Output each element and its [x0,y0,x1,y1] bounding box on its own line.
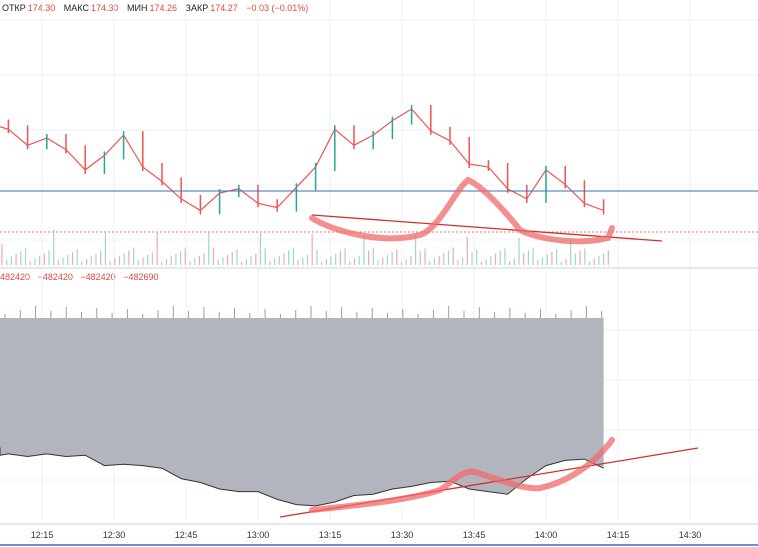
time-tick-label-5: 13:30 [391,530,414,540]
high-value: 174.30 [90,3,119,13]
time-tick-label-7: 14:00 [535,530,558,540]
time-tick-label-4: 13:15 [319,530,342,540]
change-value: −0.03 (−0.01%) [246,3,309,13]
low-label: МИН [127,3,148,13]
indicator-area [0,318,604,506]
indicator-value-4: −482690 [123,272,159,282]
time-tick-label-3: 13:00 [247,530,270,540]
close-label: ЗАКР [185,3,209,13]
time-tick-label-6: 13:45 [463,530,486,540]
price-pane[interactable] [0,105,758,233]
indicator-value-3: −482420 [80,272,116,282]
indicator-pane[interactable] [0,306,604,507]
indicator-value-2: −482420 [37,272,73,282]
indicator-legend: 482420 −482420 −482420 −482690 [0,272,163,282]
user-drawings[interactable] [279,176,699,518]
high-label: МАКС [63,3,89,13]
time-tick-label-8: 14:15 [607,530,630,540]
indicator-line [0,447,604,507]
low-value: 174.26 [149,3,177,13]
indicator-value-1: 482420 [0,272,31,282]
time-tick-label-9: 14:30 [679,530,702,540]
price-line [0,108,604,212]
time-tick-label-1: 12:30 [103,530,126,540]
open-label: ОТКР [2,3,26,13]
time-axis[interactable]: 12:15 12:30 12:45 13:00 13:15 13:30 13:45 14:00… [0,523,758,546]
freehand-indicator-drawing [309,437,615,513]
freehand-price-drawing [309,176,615,245]
time-tick-label-2: 12:45 [175,530,198,540]
time-tick-label-0: 12:15 [31,530,54,540]
close-value: 174.27 [210,3,238,13]
volume-pane [1,229,609,265]
